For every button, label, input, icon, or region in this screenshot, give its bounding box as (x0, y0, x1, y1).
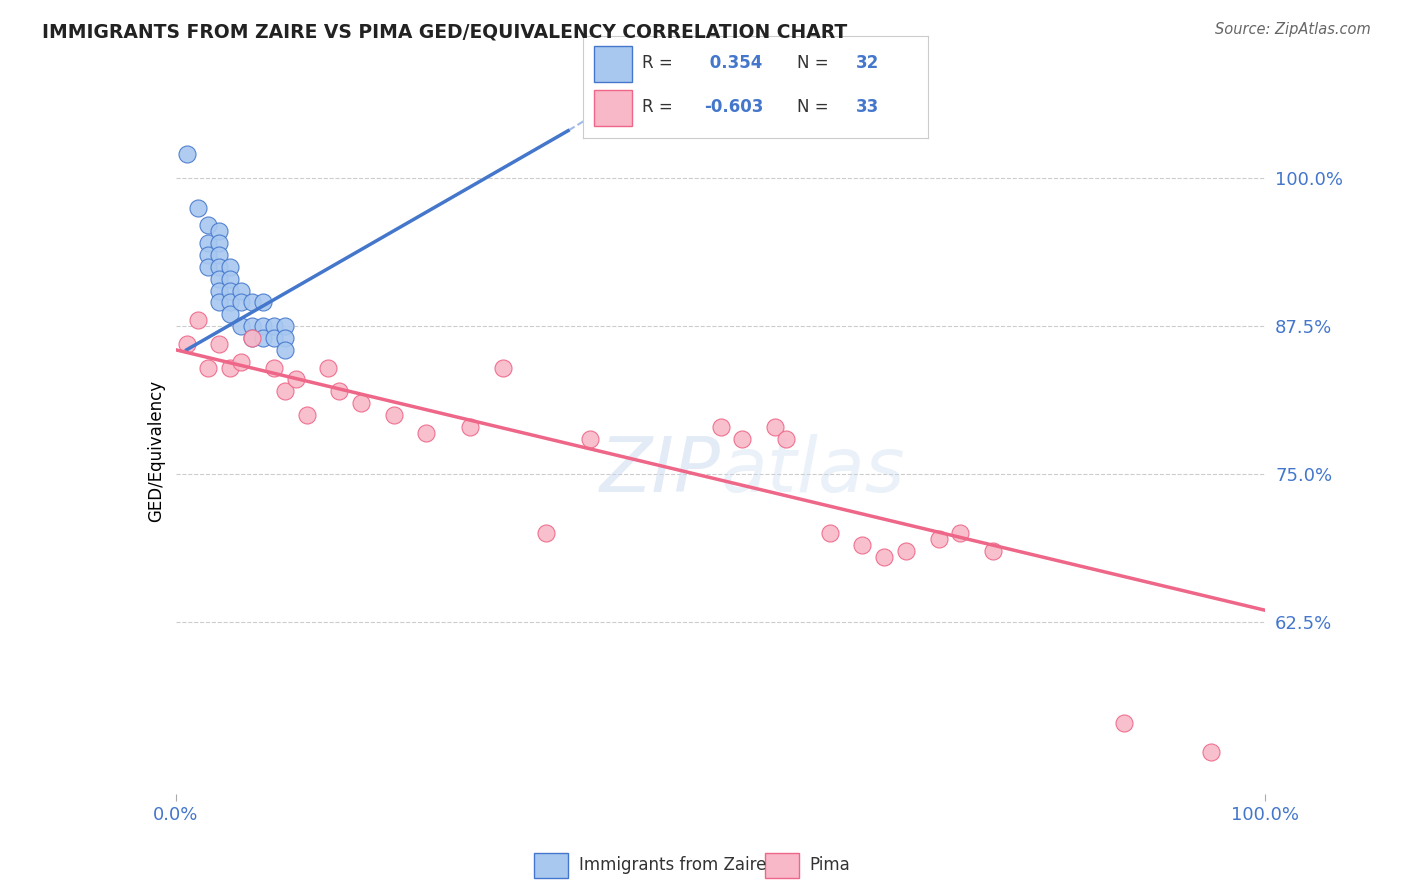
Text: IMMIGRANTS FROM ZAIRE VS PIMA GED/EQUIVALENCY CORRELATION CHART: IMMIGRANTS FROM ZAIRE VS PIMA GED/EQUIVA… (42, 22, 848, 41)
Point (263, 319, 285, 334)
Text: R =: R = (643, 54, 673, 72)
Point (1199, 746, 1222, 760)
Point (415, 425, 437, 440)
Point (240, 331, 263, 345)
Point (208, 224, 231, 238)
Point (252, 295, 274, 310)
Point (219, 271, 242, 285)
Point (873, 549, 896, 564)
Text: N =: N = (797, 54, 828, 72)
Text: Immigrants from Zaire: Immigrants from Zaire (579, 856, 766, 874)
Point (350, 396, 373, 410)
Text: ZIP: ZIP (600, 434, 721, 508)
Y-axis label: GED/Equivalency: GED/Equivalency (146, 379, 165, 522)
Point (197, 260, 219, 274)
Point (763, 419, 786, 434)
Point (208, 271, 231, 285)
FancyBboxPatch shape (534, 853, 568, 878)
Point (731, 432, 754, 446)
Point (176, 337, 198, 351)
Text: 32: 32 (856, 54, 879, 72)
Point (219, 284, 242, 298)
Text: 33: 33 (856, 98, 879, 117)
Text: -0.603: -0.603 (704, 98, 763, 117)
Point (208, 236, 231, 251)
Point (949, 526, 972, 541)
Point (208, 337, 231, 351)
Point (981, 544, 1004, 558)
Text: N =: N = (797, 98, 828, 117)
Point (851, 538, 873, 552)
Point (458, 419, 481, 434)
Point (775, 432, 797, 446)
Text: atlas: atlas (721, 434, 905, 508)
Point (818, 526, 841, 541)
Text: Pima: Pima (810, 856, 851, 874)
Point (1112, 715, 1135, 730)
Point (318, 360, 340, 375)
Point (240, 331, 263, 345)
Point (252, 319, 274, 334)
FancyBboxPatch shape (765, 853, 799, 878)
Point (219, 295, 242, 310)
Point (176, 147, 198, 161)
Point (231, 284, 253, 298)
Point (492, 360, 515, 375)
Point (274, 384, 297, 399)
Point (197, 248, 219, 262)
Point (274, 343, 297, 357)
Point (197, 236, 219, 251)
Point (231, 354, 253, 368)
Point (382, 408, 405, 422)
Point (579, 432, 602, 446)
Point (231, 295, 253, 310)
Text: R =: R = (643, 98, 678, 117)
Point (274, 331, 297, 345)
Point (197, 360, 219, 375)
Point (208, 295, 231, 310)
Point (219, 260, 242, 274)
Point (208, 260, 231, 274)
Point (231, 319, 253, 334)
Point (240, 319, 263, 334)
Point (197, 219, 219, 233)
Point (295, 408, 318, 422)
Point (710, 419, 733, 434)
Point (219, 360, 242, 375)
Point (263, 331, 285, 345)
Point (328, 384, 350, 399)
Point (274, 319, 297, 334)
FancyBboxPatch shape (593, 90, 631, 126)
Point (219, 307, 242, 321)
Point (894, 544, 917, 558)
Point (208, 284, 231, 298)
FancyBboxPatch shape (593, 46, 631, 82)
Point (284, 372, 307, 386)
Point (240, 295, 263, 310)
Point (928, 533, 950, 547)
Point (252, 331, 274, 345)
Point (186, 313, 209, 327)
Point (534, 526, 557, 541)
Point (263, 360, 285, 375)
Point (186, 201, 209, 215)
Text: Source: ZipAtlas.com: Source: ZipAtlas.com (1215, 22, 1371, 37)
Point (208, 248, 231, 262)
Text: 0.354: 0.354 (704, 54, 762, 72)
